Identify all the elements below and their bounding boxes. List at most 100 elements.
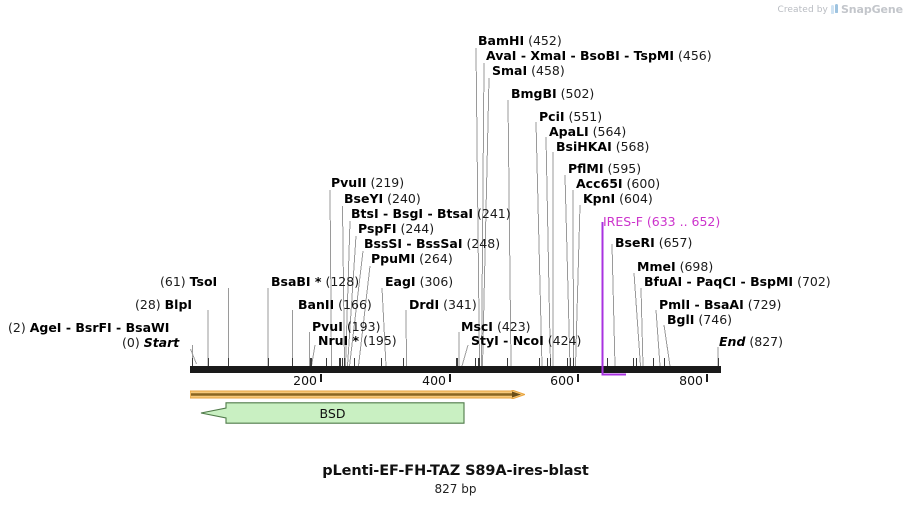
- site-position: (564): [592, 124, 627, 139]
- bsd-feature-arrow[interactable]: [200, 402, 465, 424]
- feature-label-ires-f[interactable]: IRES-F (633 .. 652): [603, 215, 720, 228]
- site-label-acc65i[interactable]: Acc65I (600): [576, 177, 660, 190]
- site-label-drdi[interactable]: DrdI (341): [409, 298, 477, 311]
- ruler-number-800: 800: [679, 373, 703, 388]
- site-name: Start: [143, 335, 180, 350]
- site-name: BglI: [667, 312, 695, 327]
- orf-arrow[interactable]: [190, 390, 525, 399]
- site-name: TsoI: [189, 274, 218, 289]
- site-position: (827): [749, 334, 783, 349]
- site-name: Acc65I: [576, 176, 623, 191]
- site-label-avai-xmai-bsobi-tspmi[interactable]: AvaI - XmaI - BsoBI - TspMI (456): [486, 48, 712, 63]
- site-label-bgli[interactable]: BglI (746): [667, 313, 732, 326]
- site-label-nrui[interactable]: NruI * (195): [318, 334, 397, 347]
- site-position: (698): [679, 259, 714, 274]
- site-label-tsoi[interactable]: (61) TsoI: [160, 275, 217, 288]
- snapgene-logo-icon: [830, 4, 838, 15]
- watermark-brand: SnapGene: [840, 3, 903, 16]
- site-position: (746): [698, 312, 733, 327]
- site-label-pvuii[interactable]: PvuII (219): [331, 176, 404, 189]
- site-name: PspFI: [358, 221, 397, 236]
- site-position: (195): [363, 333, 397, 348]
- site-position: (219): [370, 175, 405, 190]
- site-label-msci[interactable]: MscI (423): [461, 320, 531, 333]
- site-label-bfuai-paqci-bspmi[interactable]: BfuAI - PaqCI - BspMI (702): [644, 274, 831, 289]
- site-label-pflmi[interactable]: PflMI (595): [568, 162, 641, 175]
- site-position: (502): [560, 86, 595, 101]
- site-position: (551): [568, 109, 603, 124]
- site-name: NcoI: [512, 333, 544, 348]
- ruler-number-200: 200: [293, 373, 317, 388]
- plasmid-size: 827 bp: [434, 482, 477, 496]
- site-name: BlpI: [164, 297, 193, 312]
- site-name: StyI: [471, 333, 499, 348]
- site-position: (657): [658, 235, 693, 250]
- site-name: DrdI: [409, 297, 440, 312]
- site-label-styi-ncoi[interactable]: StyI - NcoI (424): [471, 333, 582, 348]
- site-label-agei-bsrfi-bsawi[interactable]: (2) AgeI - BsrFI - BsaWI: [8, 320, 170, 335]
- site-label-end[interactable]: End (827): [719, 335, 783, 348]
- site-position: (28): [135, 297, 161, 312]
- site-label-banii[interactable]: BanII (166): [298, 298, 372, 311]
- site-label-bamhi[interactable]: BamHI (452): [478, 34, 562, 47]
- site-name: PaqCI: [696, 274, 737, 289]
- site-label-bsssi-bsssai[interactable]: BssSI - BssSaI (248): [364, 236, 501, 251]
- site-label-mmei[interactable]: MmeI (698): [637, 260, 713, 273]
- ruler-number-600: 600: [550, 373, 574, 388]
- site-position: (341): [443, 297, 477, 312]
- site-label-bmgbi[interactable]: BmgBI (502): [511, 87, 594, 100]
- site-label-apali[interactable]: ApaLI (564): [549, 125, 626, 138]
- site-label-smai[interactable]: SmaI (458): [492, 64, 565, 77]
- site-label-pvui[interactable]: PvuI (193): [312, 320, 380, 333]
- site-position: (568): [615, 139, 650, 154]
- site-name: PvuII: [331, 175, 367, 190]
- site-label-pmli-bsaai[interactable]: PmlI - BsaAI (729): [659, 297, 782, 312]
- site-label-bsihkai[interactable]: BsiHKAI (568): [556, 140, 649, 153]
- site-name: PflMI: [568, 161, 604, 176]
- site-label-kpni[interactable]: KpnI (604): [583, 192, 653, 205]
- site-position: (458): [531, 63, 565, 78]
- site-label-pspfi[interactable]: PspFI (244): [358, 222, 434, 235]
- site-label-pcii[interactable]: PciI (551): [539, 110, 602, 123]
- site-name: BfuAI: [644, 274, 683, 289]
- site-name: PmlI: [659, 297, 691, 312]
- site-name: EagI: [385, 274, 416, 289]
- site-name: BssSI: [364, 236, 403, 251]
- feature-name: IRES-F: [603, 214, 643, 229]
- site-label-ppumi[interactable]: PpuMI (264): [371, 252, 453, 265]
- site-name: MmeI: [637, 259, 676, 274]
- site-name: XmaI: [530, 48, 567, 63]
- site-position: (424): [547, 333, 582, 348]
- site-name: BtsI: [351, 206, 379, 221]
- site-position: (193): [346, 319, 381, 334]
- bsd-feature-label: BSD: [319, 406, 346, 421]
- site-position: (729): [747, 297, 782, 312]
- title-block: pLenti-EF-FH-TAZ S89A-ires-blast 827 bp: [0, 463, 911, 496]
- site-position: (264): [419, 251, 453, 266]
- site-label-start[interactable]: (0) Start: [122, 336, 179, 349]
- site-position: (241): [477, 206, 511, 221]
- site-name: PvuI: [312, 319, 343, 334]
- site-name: BsrFI: [75, 320, 112, 335]
- site-label-btsi-bsgi-btsai[interactable]: BtsI - BsgI - BtsaI (241): [351, 206, 511, 221]
- ires-f-feature-bracket[interactable]: [600, 222, 628, 379]
- site-name: AgeI: [29, 320, 62, 335]
- site-name: ApaLI: [549, 124, 589, 139]
- site-label-bseri[interactable]: BseRI (657): [615, 236, 692, 249]
- site-label-blpi[interactable]: (28) BlpI: [135, 298, 192, 311]
- site-label-bsabi[interactable]: BsaBI * (128): [271, 275, 359, 288]
- site-position: (166): [338, 297, 372, 312]
- site-position: (306): [419, 274, 454, 289]
- site-label-eagi[interactable]: EagI (306): [385, 275, 453, 288]
- ruler-tick-800: [706, 374, 708, 382]
- site-label-bseyi[interactable]: BseYI (240): [344, 192, 421, 205]
- site-position: (600): [626, 176, 661, 191]
- site-name: BtsaI: [437, 206, 474, 221]
- site-position: (456): [678, 48, 712, 63]
- site-name: TspMI: [633, 48, 675, 63]
- site-name: End: [719, 334, 746, 349]
- site-position: (61): [160, 274, 186, 289]
- site-name: SmaI: [492, 63, 528, 78]
- site-name: PpuMI: [371, 251, 416, 266]
